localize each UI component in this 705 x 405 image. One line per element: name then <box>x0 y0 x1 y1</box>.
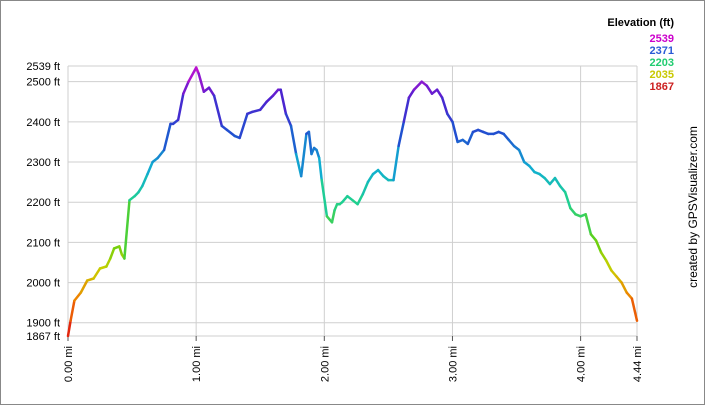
elevation-segment <box>412 80 423 91</box>
elevation-segment <box>225 128 236 138</box>
elevation-segment <box>109 247 116 260</box>
elevation-segment <box>197 72 206 93</box>
elevation-segment <box>146 160 154 176</box>
x-tick-label: 3.00 mi <box>447 346 459 382</box>
elevation-segment <box>315 148 321 160</box>
elevation-segment <box>589 233 598 242</box>
elevation-segment <box>187 66 198 83</box>
x-tick-label: 4.00 mi <box>576 346 588 382</box>
elevation-segment <box>425 84 434 95</box>
elevation-segment <box>446 112 454 124</box>
elevation-segment <box>392 144 400 182</box>
elevation-segment <box>212 94 224 128</box>
legend: Elevation (ft) 2539 2371 2203 2035 1867 <box>607 17 674 93</box>
elevation-segment <box>299 132 308 178</box>
elevation-segment <box>584 213 593 236</box>
legend-item: 2371 <box>650 45 674 57</box>
legend-title: Elevation (ft) <box>607 17 674 29</box>
elevation-segment <box>361 180 370 196</box>
legend-item: 1867 <box>650 81 674 93</box>
elevation-segment <box>610 269 618 278</box>
elevation-segment <box>553 176 562 188</box>
elevation-segment <box>118 245 124 256</box>
elevation-segment <box>156 148 166 160</box>
y-tick-label: 2000 ft <box>26 278 60 290</box>
elevation-segment <box>558 184 567 194</box>
elevation-segment <box>162 122 172 152</box>
elevation-segment <box>528 164 536 174</box>
elevation-segment <box>440 96 449 116</box>
elevation-segment <box>284 112 293 128</box>
elevation-segment <box>356 192 365 206</box>
elevation-segment <box>604 259 613 272</box>
elevation-segment <box>317 156 323 182</box>
elevation-segment <box>289 124 298 156</box>
elevation-segment <box>594 239 603 254</box>
elevation-segment <box>543 176 552 186</box>
elevation-segment <box>502 132 511 142</box>
elevation-segment <box>123 198 131 260</box>
elevation-segment <box>69 299 76 322</box>
elevation-segment <box>548 176 557 186</box>
elevation-segment <box>176 92 185 122</box>
elevation-segment <box>563 190 572 210</box>
y-tick-label: 2539 ft <box>26 61 60 73</box>
elevation-segment <box>366 172 375 184</box>
x-tick-label: 1.00 mi <box>191 346 203 382</box>
elevation-segment <box>517 148 526 164</box>
elevation-segment <box>397 120 406 148</box>
elevation-segment <box>466 130 475 146</box>
elevation-segment <box>320 178 329 218</box>
elevation-segment <box>407 88 416 99</box>
elevation-segment <box>376 168 385 178</box>
x-tick-label: 0.00 mi <box>63 346 75 382</box>
y-tick-label: 2400 ft <box>26 117 60 129</box>
elevation-segment <box>238 112 249 140</box>
elevation-segment <box>251 108 262 114</box>
elevation-segment <box>630 297 639 322</box>
legend-item: 2539 <box>650 33 674 45</box>
elevation-segment <box>182 80 190 95</box>
elevation-segment <box>294 152 303 178</box>
grid <box>67 65 638 337</box>
elevation-segment <box>307 130 313 156</box>
elevation-segment <box>207 86 216 97</box>
y-tick-label: 2200 ft <box>26 197 60 209</box>
elevation-segment <box>105 257 112 268</box>
elevation-segment <box>66 319 72 338</box>
x-tick-label: 4.44 mi <box>632 346 644 382</box>
elevation-segment <box>79 279 89 294</box>
elevation-segment <box>435 88 444 99</box>
y-tick-label: 2100 ft <box>26 237 60 249</box>
y-tick-label: 1867 ft <box>26 331 60 343</box>
y-tick-label: 1900 ft <box>26 318 60 330</box>
x-axis-ticks: 0.00 mi 1.00 mi 2.00 mi 3.00 mi 4.00 mi 4.44 … <box>63 336 644 382</box>
elevation-segment <box>279 88 288 116</box>
elevation-segment <box>507 138 516 148</box>
elevation-segment <box>625 291 634 300</box>
elevation-segment <box>258 100 268 112</box>
elevation-segment <box>271 88 280 97</box>
elevation-segment <box>340 194 349 204</box>
x-tick-label: 2.00 mi <box>319 346 331 382</box>
elevation-segment <box>615 275 623 284</box>
elevation-segment <box>141 172 149 188</box>
elevation-segment <box>620 281 628 294</box>
elevation-segment <box>569 206 577 216</box>
legend-item: 2035 <box>650 69 674 81</box>
elevation-segment <box>73 291 83 302</box>
legend-item: 2203 <box>650 57 674 69</box>
elevation-segment <box>92 267 102 280</box>
y-tick-label: 2300 ft <box>26 157 60 169</box>
credit-text: created by GPSVisualizer.com <box>686 126 700 288</box>
elevation-line <box>66 66 639 338</box>
elevation-segment <box>265 94 275 104</box>
elevation-segment <box>599 251 608 262</box>
elevation-segment <box>330 208 336 224</box>
y-tick-label: 2500 ft <box>26 77 60 89</box>
elevation-segment <box>451 120 459 144</box>
elevation-segment <box>402 96 411 124</box>
